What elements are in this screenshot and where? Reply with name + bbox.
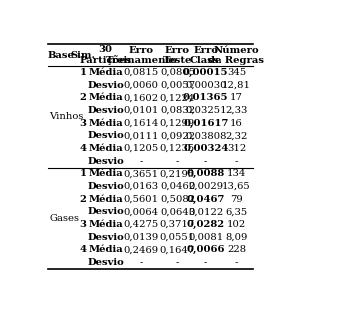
Text: Desvio: Desvio [87, 182, 124, 191]
Text: 0,0122: 0,0122 [188, 207, 223, 216]
Text: Desvio: Desvio [87, 258, 124, 267]
Text: Base: Base [48, 51, 75, 60]
Text: 3: 3 [80, 119, 87, 128]
Text: 312: 312 [227, 144, 246, 153]
Text: 0,5601: 0,5601 [124, 195, 159, 204]
Text: 4: 4 [80, 245, 87, 254]
Text: 2: 2 [80, 93, 87, 102]
Text: 0,0066: 0,0066 [187, 245, 225, 254]
Text: Média: Média [88, 245, 123, 254]
Text: 0,03808: 0,03808 [185, 131, 226, 140]
Text: 0,0064: 0,0064 [124, 207, 159, 216]
Text: 0,0832: 0,0832 [160, 106, 195, 115]
Text: 0,1602: 0,1602 [124, 93, 159, 102]
Text: 0,01365: 0,01365 [183, 93, 229, 103]
Text: 134: 134 [227, 169, 246, 178]
Text: 2,33: 2,33 [225, 106, 248, 115]
Text: 0,0922: 0,0922 [160, 131, 195, 140]
Text: -: - [204, 157, 208, 166]
Text: 0,5082: 0,5082 [160, 195, 195, 204]
Text: 0,01617: 0,01617 [183, 119, 229, 128]
Text: Vinhos: Vinhos [49, 113, 84, 122]
Text: 0,4275: 0,4275 [124, 220, 159, 229]
Text: Média: Média [88, 220, 123, 229]
Text: 2,32: 2,32 [225, 131, 248, 140]
Text: 102: 102 [227, 220, 246, 229]
Text: Número
de Regras: Número de Regras [209, 46, 265, 65]
Text: 0,0282: 0,0282 [187, 220, 225, 229]
Text: 6,35: 6,35 [225, 207, 248, 216]
Text: 0,0139: 0,0139 [124, 232, 159, 241]
Text: 0,1647: 0,1647 [160, 245, 195, 254]
Text: 0,0551: 0,0551 [160, 232, 195, 241]
Text: 0,1224: 0,1224 [160, 93, 195, 102]
Text: Média: Média [88, 169, 123, 178]
Text: 0,0060: 0,0060 [124, 81, 159, 90]
Text: Desvio: Desvio [87, 106, 124, 115]
Text: 0,0163: 0,0163 [124, 182, 159, 191]
Text: 0,0057: 0,0057 [160, 81, 195, 90]
Text: 0,00324: 0,00324 [183, 144, 229, 153]
Text: 30
Partições: 30 Partições [79, 45, 132, 65]
Text: 0,03251: 0,03251 [185, 106, 227, 115]
Text: 0,3717: 0,3717 [160, 220, 195, 229]
Text: Sim.: Sim. [71, 51, 96, 60]
Text: 0,3651: 0,3651 [124, 169, 159, 178]
Text: Desvio: Desvio [87, 131, 124, 140]
Text: 0,0643: 0,0643 [160, 207, 195, 216]
Text: Desvio: Desvio [87, 157, 124, 166]
Text: 0,0111: 0,0111 [123, 131, 159, 140]
Text: -: - [235, 258, 238, 267]
Text: Desvio: Desvio [87, 232, 124, 241]
Text: -: - [235, 157, 238, 166]
Text: 345: 345 [227, 68, 246, 77]
Text: 0,2195: 0,2195 [160, 169, 195, 178]
Text: Erro
Teste: Erro Teste [163, 46, 192, 65]
Text: 79: 79 [230, 195, 243, 204]
Text: -: - [176, 157, 179, 166]
Text: 0,0805: 0,0805 [160, 68, 195, 77]
Text: 3: 3 [80, 220, 87, 229]
Text: Erro
Class.: Erro Class. [189, 46, 222, 65]
Text: 0,1299: 0,1299 [160, 119, 195, 128]
Text: Desvio: Desvio [87, 207, 124, 216]
Text: Média: Média [88, 195, 123, 204]
Text: Desvio: Desvio [87, 81, 124, 90]
Text: 0,0815: 0,0815 [124, 68, 159, 77]
Text: -: - [140, 157, 143, 166]
Text: 0,1614: 0,1614 [124, 119, 159, 128]
Text: Erro
Treinamento: Erro Treinamento [105, 46, 177, 65]
Text: Média: Média [88, 93, 123, 102]
Text: Média: Média [88, 119, 123, 128]
Text: Média: Média [88, 68, 123, 77]
Text: 17: 17 [230, 93, 243, 102]
Text: 0,1235: 0,1235 [160, 144, 195, 153]
Text: 12,81: 12,81 [222, 81, 251, 90]
Text: 228: 228 [227, 245, 246, 254]
Text: 0,0462: 0,0462 [160, 182, 195, 191]
Text: 0,0088: 0,0088 [187, 169, 225, 178]
Text: 1: 1 [80, 68, 87, 77]
Text: 8,09: 8,09 [225, 232, 248, 241]
Text: -: - [176, 258, 179, 267]
Text: 13,65: 13,65 [222, 182, 251, 191]
Text: Média: Média [88, 144, 123, 153]
Text: 0,0029: 0,0029 [188, 182, 223, 191]
Text: -: - [204, 258, 208, 267]
Text: 0,00030: 0,00030 [185, 81, 226, 90]
Text: 16: 16 [230, 119, 243, 128]
Text: -: - [140, 258, 143, 267]
Text: 0,00015: 0,00015 [183, 68, 229, 77]
Text: Gases: Gases [49, 214, 79, 223]
Text: 0,0081: 0,0081 [188, 232, 223, 241]
Text: 1: 1 [80, 169, 87, 178]
Text: 0,2469: 0,2469 [124, 245, 159, 254]
Text: 4: 4 [80, 144, 87, 153]
Text: 2: 2 [80, 195, 87, 204]
Text: 0,0467: 0,0467 [187, 195, 225, 204]
Text: 0,0101: 0,0101 [124, 106, 159, 115]
Text: 0,1205: 0,1205 [124, 144, 159, 153]
